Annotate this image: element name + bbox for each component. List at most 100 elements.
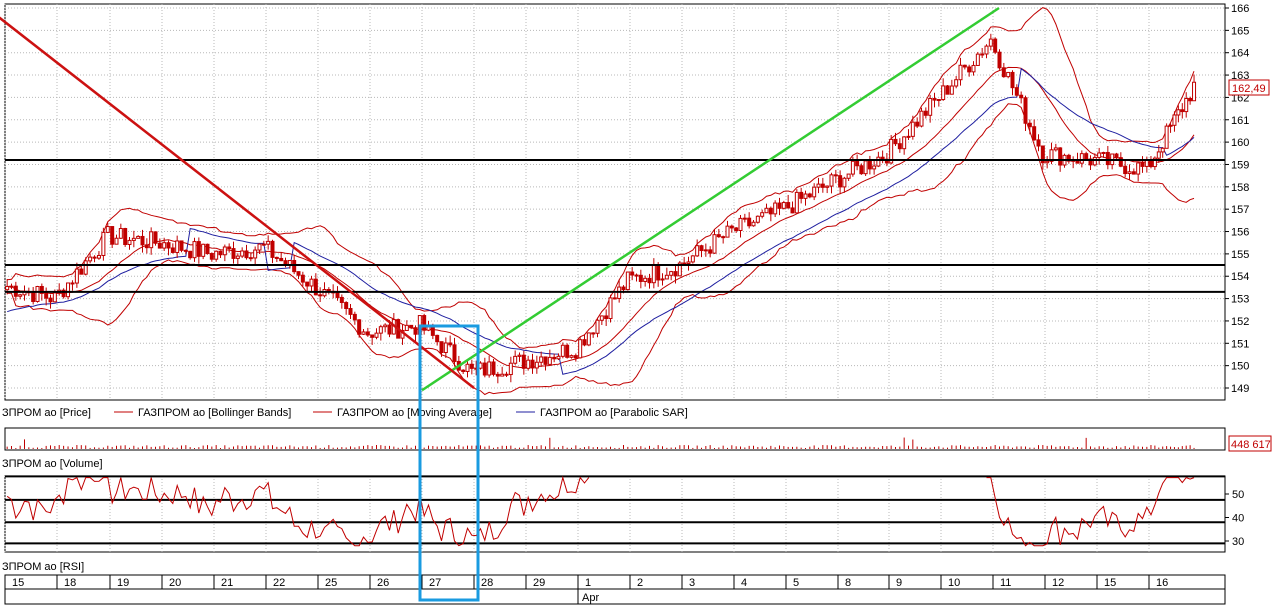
candle-body-54 (240, 250, 245, 257)
price-tick-label-12: 161 (1231, 115, 1249, 127)
candle-body-173 (755, 215, 760, 223)
price-tick-label-8: 157 (1231, 204, 1249, 216)
candle-body-42 (188, 250, 193, 259)
candle-body-63 (279, 257, 284, 262)
candle-body-147 (643, 277, 648, 282)
candle-body-118 (517, 354, 522, 357)
candle-body-196 (855, 160, 860, 167)
candle-body-31 (140, 235, 145, 246)
candle-body-273 (1184, 97, 1189, 113)
price-tick-label-5: 154 (1231, 271, 1249, 283)
candle-body-214 (932, 98, 937, 101)
legend-price: ЗПРОМ ао [Price] (2, 407, 91, 419)
candle-body-136 (595, 319, 600, 334)
candle-body-239 (1040, 145, 1045, 164)
candle-body-217 (945, 85, 950, 95)
candle-body-238 (1036, 139, 1041, 147)
candle-body-166 (725, 225, 730, 238)
candle-body-131 (573, 355, 578, 359)
candle-body-44 (196, 241, 201, 257)
candle-body-88 (387, 324, 392, 335)
candle-body-199 (867, 160, 872, 170)
candle-body-271 (1176, 109, 1181, 116)
rsi-legend: ЗПРОМ ао [RSI] (2, 561, 84, 573)
rsi-grid (4, 476, 1150, 552)
candle-body-135 (591, 332, 596, 335)
candle-body-84 (370, 334, 375, 338)
candle-body-124 (543, 356, 548, 365)
candle-body-218 (949, 85, 954, 95)
candle-body-52 (231, 248, 236, 259)
candle-body-120 (526, 359, 531, 369)
price-tick-label-7: 156 (1231, 227, 1249, 239)
candle-body-223 (971, 64, 976, 73)
candle-body-87 (383, 324, 388, 328)
candle-body-61 (270, 240, 275, 258)
candle-body-129 (565, 344, 570, 358)
candle-body-227 (988, 38, 993, 47)
price-tick-label-3: 152 (1231, 316, 1249, 328)
candle-body-160 (699, 245, 704, 252)
candle-body-257 (1118, 157, 1123, 167)
candle-body-72 (318, 294, 323, 297)
candle-body-251 (1092, 156, 1097, 166)
candle-body-105 (461, 369, 466, 372)
candle-body-29 (131, 237, 136, 241)
candle-body-119 (521, 354, 526, 369)
candle-body-190 (829, 174, 834, 187)
candle-body-183 (799, 191, 804, 199)
candle-body-222 (967, 66, 972, 73)
candle-body-178 (777, 202, 782, 209)
candle-body-56 (248, 257, 253, 260)
candle-body-243 (1058, 147, 1063, 166)
candle-body-17 (79, 268, 84, 275)
candle-body-205 (893, 138, 898, 145)
candle-body-8 (39, 285, 44, 294)
candle-body-164 (716, 234, 721, 238)
candle-body-235 (1023, 97, 1028, 124)
candle-body-175 (764, 207, 769, 214)
candle-body-106 (465, 363, 470, 372)
candle-body-157 (686, 261, 691, 264)
month-label: Apr (582, 592, 599, 604)
candle-body-79 (348, 308, 353, 315)
candle-body-180 (786, 202, 791, 209)
candle-body-85 (374, 332, 379, 338)
price-tick-label-2: 151 (1231, 338, 1249, 350)
date-tick-label-4: 21 (221, 577, 233, 589)
candle-body-249 (1084, 153, 1089, 160)
candle-body-226 (984, 45, 989, 55)
candle-body-176 (768, 207, 773, 215)
date-tick-label-0: 15 (12, 577, 24, 589)
candle-body-94 (413, 327, 418, 335)
candle-body-268 (1164, 125, 1169, 149)
candle-body-224 (975, 53, 980, 66)
candle-body-145 (634, 274, 639, 277)
candle-body-53 (235, 255, 240, 259)
candle-body-9 (44, 292, 49, 299)
candle-body-100 (439, 341, 444, 354)
candle-body-121 (530, 359, 535, 369)
candle-body-172 (751, 221, 756, 227)
candle-body-184 (803, 193, 808, 199)
candle-body-70 (309, 278, 314, 287)
candle-body-148 (647, 277, 652, 284)
candle-body-163 (712, 234, 717, 254)
candle-body-220 (958, 64, 963, 81)
candle-body-182 (794, 191, 799, 214)
candle-body-261 (1136, 162, 1141, 175)
candle-body-34 (153, 231, 158, 244)
candle-body-37 (166, 242, 171, 249)
candle-body-103 (452, 344, 457, 362)
last-price-badge: 162,49 (1232, 83, 1266, 95)
date-tick-label-8: 27 (429, 577, 441, 589)
date-tick-label-11: 1 (585, 577, 591, 589)
candle-body-253 (1101, 151, 1106, 154)
horizontal-levels (5, 159, 1225, 545)
candle-body-38 (170, 247, 175, 253)
candle-body-86 (378, 326, 383, 334)
candle-body-208 (906, 135, 911, 138)
candle-body-269 (1168, 124, 1173, 127)
candle-body-123 (539, 356, 544, 363)
candle-body-92 (404, 324, 409, 331)
